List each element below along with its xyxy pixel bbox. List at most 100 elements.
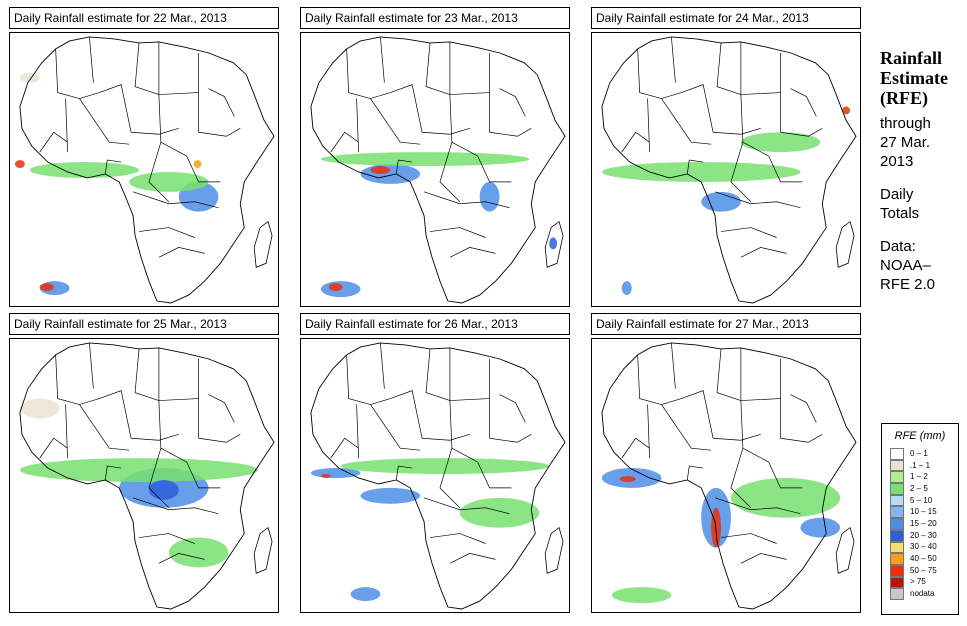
- country-border: [370, 98, 421, 145]
- panel-title: Daily Rainfall estimate for 27 Mar., 201…: [591, 313, 861, 335]
- country-border: [423, 191, 510, 209]
- country-border: [423, 497, 510, 515]
- legend-swatch: [890, 553, 904, 565]
- legend-swatch: [890, 529, 904, 542]
- legend-item: 0 – 1: [890, 448, 937, 460]
- totals-line: Daily: [880, 186, 914, 203]
- rainfall-patch: [129, 171, 209, 192]
- legend-title: RFE (mm): [894, 430, 946, 442]
- legend-swatch: [890, 448, 904, 460]
- madagascar-outline: [835, 220, 855, 268]
- country-border: [780, 434, 823, 443]
- map-panel-24-mar: Daily Rainfall estimate for 24 Mar., 201…: [591, 7, 863, 307]
- country-border: [89, 36, 94, 83]
- legend-swatch: [890, 576, 904, 589]
- country-border: [671, 36, 676, 83]
- country-border: [449, 247, 496, 258]
- legend-item: 1 – 2: [890, 471, 937, 484]
- madagascar-outline: [253, 526, 273, 574]
- rainfall-patch: [360, 164, 421, 184]
- country-border: [647, 98, 650, 153]
- country-border: [330, 437, 359, 459]
- legend-item: > 75: [890, 576, 937, 589]
- country-border: [681, 390, 714, 439]
- country-border: [65, 98, 68, 153]
- country-border: [621, 437, 650, 459]
- country-border: [686, 159, 704, 175]
- country-border: [186, 155, 221, 183]
- legend-label: 30 – 40: [910, 542, 937, 552]
- rainfall-patch: [370, 166, 391, 174]
- coastline: [601, 342, 857, 610]
- rainfall-map: [300, 32, 570, 307]
- legend-label: > 75: [910, 577, 926, 587]
- legend-swatch: [890, 518, 904, 530]
- country-border: [740, 94, 769, 157]
- coastline: [310, 342, 566, 610]
- panel-title: Daily Rainfall estimate for 25 Mar., 201…: [9, 313, 279, 335]
- country-border: [439, 448, 461, 509]
- rainfall-patch: [328, 283, 343, 292]
- country-border: [380, 342, 385, 389]
- africa-map: [14, 36, 275, 304]
- africa-map: [601, 342, 857, 610]
- rainfall-patch: [611, 587, 672, 604]
- country-border: [637, 354, 682, 405]
- country-border: [89, 342, 94, 389]
- legend-label: 5 – 10: [910, 495, 933, 505]
- legend-label: 40 – 50: [910, 554, 937, 564]
- country-border: [714, 497, 801, 515]
- country-border: [716, 348, 741, 401]
- legend-item: 5 – 10: [890, 494, 937, 507]
- country-border: [148, 142, 170, 203]
- country-border: [477, 155, 512, 183]
- country-border: [429, 533, 486, 544]
- country-border: [489, 128, 532, 137]
- data-source-line: RFE 2.0: [880, 276, 936, 293]
- land-area: [310, 342, 566, 610]
- country-border: [198, 128, 241, 137]
- country-border: [425, 348, 450, 401]
- country-border: [425, 42, 450, 95]
- side-title-line: Rainfall: [880, 48, 943, 68]
- legend-swatch: [890, 541, 904, 554]
- madagascar-outline: [253, 220, 273, 268]
- map-panel-26-mar: Daily Rainfall estimate for 26 Mar., 201…: [300, 313, 572, 613]
- rainfall-patch: [459, 497, 540, 528]
- legend-label: nodata: [910, 589, 935, 599]
- legend-item: 50 – 75: [890, 564, 937, 577]
- country-border: [422, 127, 470, 135]
- country-border: [671, 342, 676, 389]
- rainfall-map: [9, 338, 279, 613]
- legend-swatch: [890, 564, 904, 577]
- rainfall-patch: [549, 237, 558, 250]
- country-border: [158, 553, 205, 564]
- country-border: [131, 127, 179, 135]
- rainfall-patch: [740, 132, 821, 153]
- country-border: [390, 390, 423, 439]
- country-border: [681, 84, 714, 133]
- country-border: [158, 247, 205, 258]
- country-border: [39, 131, 68, 153]
- legend-swatch: [890, 494, 904, 507]
- country-border: [489, 434, 532, 443]
- country-border: [370, 404, 421, 451]
- rainfall-patch: [601, 162, 801, 182]
- country-border: [720, 227, 777, 238]
- country-border: [208, 394, 235, 423]
- country-border: [39, 437, 68, 459]
- country-border: [714, 191, 801, 209]
- legend-label: 20 – 30: [910, 530, 937, 540]
- rainfall-patch: [193, 160, 202, 169]
- rainfall-patch: [320, 474, 331, 478]
- country-border: [380, 36, 385, 83]
- through-label: through: [880, 115, 931, 132]
- country-border: [790, 88, 817, 117]
- legend-swatch: [890, 471, 904, 484]
- rainfall-patch: [168, 537, 229, 568]
- country-border: [356, 404, 359, 459]
- rainfall-map: [591, 32, 861, 307]
- rainfall-patch: [360, 487, 421, 504]
- country-border: [730, 142, 752, 203]
- rainfall-patch: [340, 458, 550, 475]
